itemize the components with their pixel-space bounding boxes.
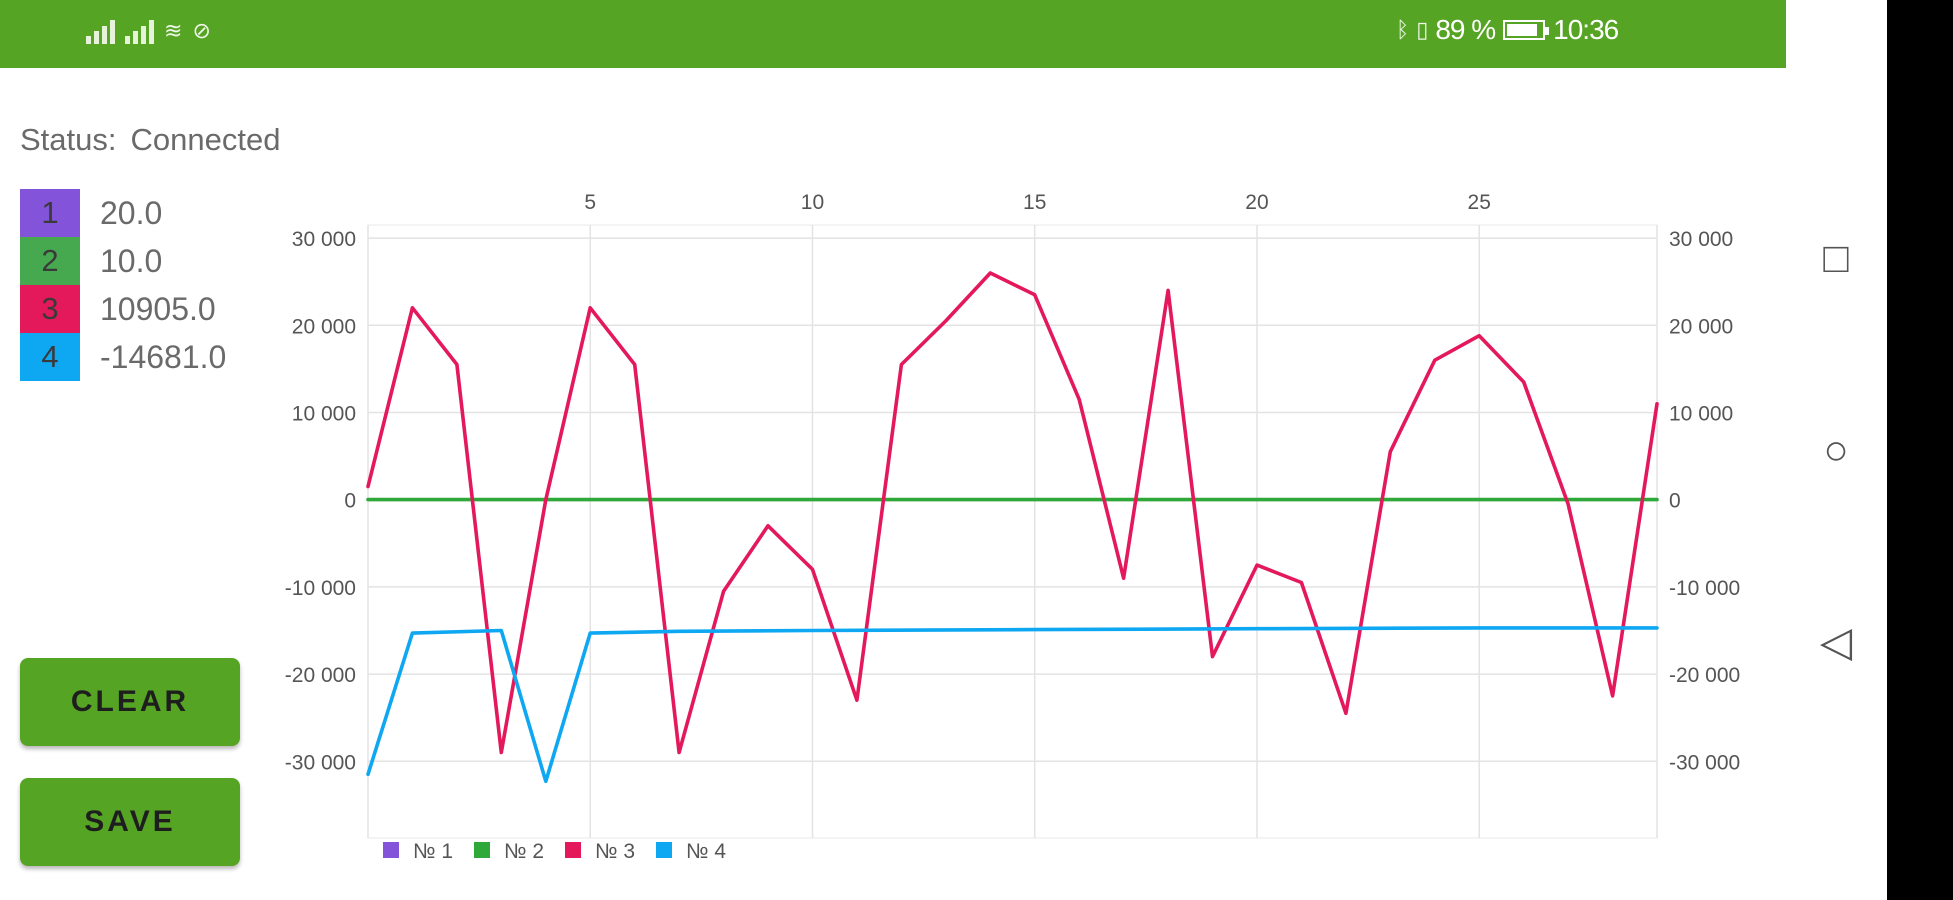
connection-status: Status: Connected [20, 122, 280, 158]
x-tick-label: 25 [1468, 191, 1491, 214]
x-tick-label: 15 [1023, 191, 1046, 214]
channel-1-badge: 1 [20, 189, 80, 237]
y-tick-label-left: -30 000 [285, 751, 356, 774]
channel-2: 2 10.0 [20, 237, 260, 285]
series-line-4 [366, 626, 1659, 784]
y-tick-label-right: -10 000 [1669, 577, 1740, 600]
screen-edge [1887, 0, 1953, 900]
save-button[interactable]: SAVE [20, 778, 240, 866]
y-tick-label-left: 10 000 [292, 402, 356, 425]
y-tick-label-right: 30 000 [1669, 228, 1733, 251]
channel-1-value: 20.0 [100, 195, 163, 231]
channel-3-value: 10905.0 [100, 291, 216, 327]
channel-4-value: -14681.0 [100, 339, 227, 375]
legend-swatch-2 [474, 842, 490, 858]
status-value: Connected [130, 122, 281, 157]
channel-4-badge: 4 [20, 333, 80, 381]
signal-icon-2 [125, 18, 154, 44]
legend-label-4: № 4 [686, 840, 726, 863]
channel-2-badge: 2 [20, 237, 80, 285]
x-tick-label: 5 [584, 191, 596, 214]
x-tick-label: 20 [1245, 191, 1268, 214]
battery-icon [1503, 20, 1550, 40]
line-chart: 30 000 30 000 20 000 20 000 10 000 10 000 0 0 -1… [285, 191, 1740, 863]
y-tick-label-left: -10 000 [285, 577, 356, 600]
legend-swatch-1 [383, 842, 399, 858]
y-tick-label-right: 10 000 [1669, 402, 1733, 425]
wifi-icon: ≋ [164, 18, 183, 43]
signal-icon [86, 18, 115, 44]
channel-3: 3 10905.0 [20, 285, 260, 333]
y-tick-label-left: 30 000 [292, 228, 356, 251]
clear-button[interactable]: CLEAR [20, 658, 240, 746]
y-tick-label-left: 0 [344, 490, 356, 513]
home-button[interactable]: ○ [1823, 426, 1849, 473]
bluetooth-icon: ᛒ [1396, 17, 1409, 42]
y-tick-label-right: 0 [1669, 490, 1681, 513]
y-tick-label-right: 20 000 [1669, 315, 1733, 338]
legend-swatch-3 [565, 842, 581, 858]
legend-label-3: № 3 [595, 840, 635, 863]
y-tick-label-left: -20 000 [285, 664, 356, 687]
status-bar: ≋ ⊘ ᛒ ▯ 89 % 10:36 [0, 0, 1786, 68]
legend-swatch-4 [656, 842, 672, 858]
recent-apps-button[interactable]: □ [1823, 234, 1849, 281]
status-label: Status: [20, 122, 117, 157]
legend-label-1: № 1 [413, 840, 453, 863]
clock: 10:36 [1553, 14, 1619, 45]
navigation-bar [1786, 0, 1887, 900]
back-button[interactable]: ◁ [1819, 618, 1853, 665]
status-bar-left: ≋ ⊘ [86, 18, 211, 44]
alarm-icon: ⊘ [192, 18, 211, 43]
y-tick-label-left: 20 000 [292, 315, 356, 338]
plot-frame [367, 224, 1658, 839]
channel-1: 1 20.0 [20, 189, 260, 237]
channel-2-value: 10.0 [100, 243, 163, 279]
battery-percent: 89 % [1435, 14, 1496, 45]
legend-label-2: № 2 [504, 840, 544, 863]
vibrate-icon: ▯ [1416, 17, 1428, 42]
channel-4: 4 -14681.0 [20, 333, 260, 381]
channel-3-badge: 3 [20, 285, 80, 333]
series-line-3 [366, 271, 1659, 755]
y-tick-label-right: -30 000 [1669, 751, 1740, 774]
y-tick-label-right: -20 000 [1669, 664, 1740, 687]
x-tick-label: 10 [801, 191, 824, 214]
status-bar-right: ᛒ ▯ 89 % 10:36 [1396, 14, 1786, 46]
